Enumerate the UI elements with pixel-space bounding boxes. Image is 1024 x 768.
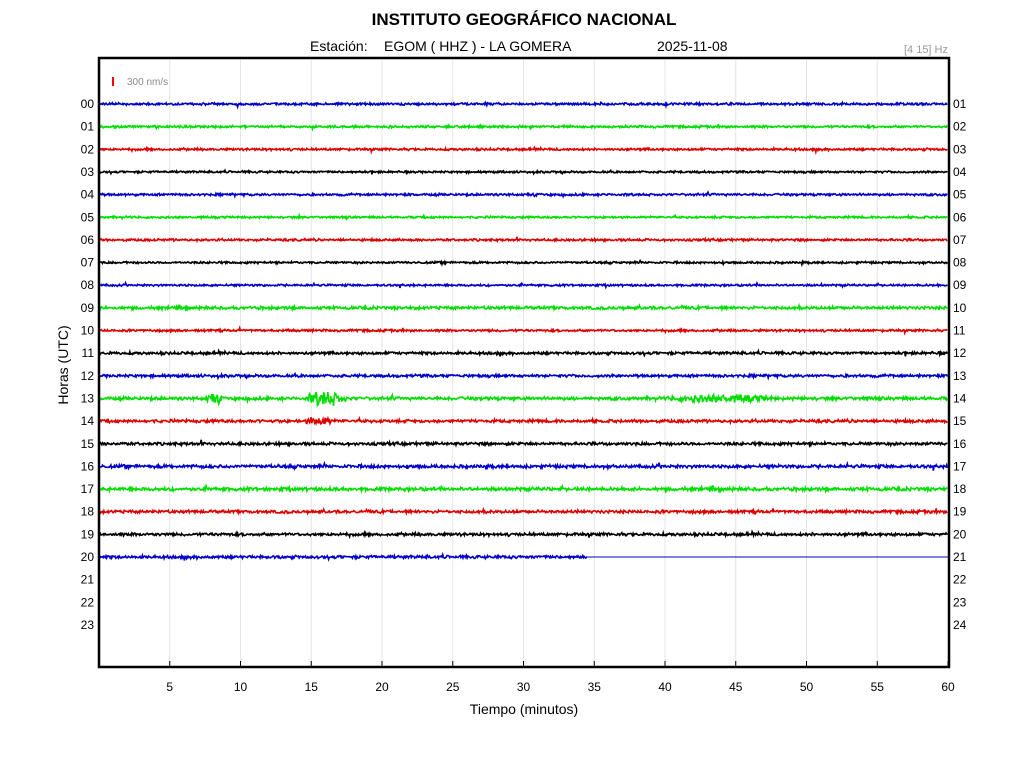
trace-hour-05 [98,212,948,221]
hour-label-right: 23 [953,595,967,609]
hour-label-left: 23 [81,618,95,632]
hour-label-left: 14 [81,414,95,428]
x-tick-label: 15 [305,680,319,694]
x-tick-label: 35 [588,680,602,694]
trace-hour-19 [98,529,949,540]
hour-label-right: 14 [953,391,967,405]
hour-label-left: 09 [81,301,95,315]
filter-band: [4 15] Hz [904,44,948,56]
x-tick-label: 20 [375,680,389,694]
trace-hour-13 [98,391,949,408]
hour-label-right: 03 [953,142,967,156]
hour-label-right: 05 [953,188,967,202]
trace-hour-02 [98,145,948,156]
trace-hour-08 [98,280,948,290]
trace-hour-10 [98,325,948,336]
trace-hour-11 [98,348,949,358]
hour-label-left: 12 [81,369,95,383]
trace-hour-18 [98,506,948,517]
left-hour-labels: 00 01 02 03 04 05 06 07 08 09 10 11 12 13 14 15 16 17 18 19… [81,97,95,632]
hour-label-left: 08 [81,278,95,292]
x-tick-label: 5 [166,680,173,694]
trace-hour-09 [98,302,948,313]
hour-label-right: 11 [953,324,966,338]
hour-label-right: 06 [953,210,967,224]
hour-label-right: 17 [953,459,967,473]
right-hour-labels: 01 02 03 04 05 06 07 08 09 10 11 12 13 14 15 16 17 18 19 20… [953,97,967,632]
hour-label-left: 16 [81,459,95,473]
hour-label-left: 07 [81,256,95,270]
hour-label-left: 02 [81,142,95,156]
trace-group [98,100,949,562]
hour-label-right: 18 [953,482,967,496]
hour-label-left: 18 [81,505,95,519]
hour-label-right: 22 [953,573,967,587]
x-tick-label: 25 [446,680,460,694]
hour-label-left: 13 [81,391,95,405]
trace-hour-17 [98,482,948,495]
hour-label-right: 04 [953,165,967,179]
hour-label-right: 19 [953,505,967,519]
hour-label-left: 17 [81,482,95,496]
x-tick-label: 10 [234,680,248,694]
station-name: EGOM ( HHZ ) - LA GOMERA [384,38,572,54]
hour-label-right: 10 [953,301,967,315]
x-tick-label: 40 [658,680,672,694]
x-tick-label: 50 [800,680,814,694]
hour-label-right: 01 [953,97,967,111]
x-axis-ticks: 5 10 15 20 25 30 35 40 45 50 55 60 [166,661,955,694]
hour-label-left: 06 [81,233,95,247]
x-tick-label: 45 [729,680,743,694]
trace-hour-20 [98,551,588,562]
hour-label-right: 02 [953,120,967,134]
trace-hour-16 [98,460,949,472]
trace-hour-14 [98,415,949,427]
hour-label-right: 08 [953,256,967,270]
trace-hour-06 [98,236,948,244]
station-prefix: Estación: [310,38,368,54]
hour-label-left: 19 [81,527,95,541]
trace-hour-12 [98,371,949,381]
scale-bar-label: 300 nm/s [127,77,168,88]
hour-label-left: 00 [81,97,95,111]
y-axis-label: Horas (UTC) [55,325,71,404]
hour-label-right: 12 [953,346,967,360]
hour-label-right: 21 [953,550,967,564]
hour-label-left: 01 [81,120,95,134]
hour-label-right: 24 [953,618,967,632]
hour-label-left: 10 [81,324,95,338]
hour-label-right: 13 [953,369,967,383]
hour-label-right: 16 [953,437,967,451]
trace-hour-00 [98,100,948,110]
trace-hour-03 [98,168,948,176]
hour-label-right: 09 [953,278,967,292]
hour-label-right: 20 [953,527,967,541]
hour-label-left: 03 [81,165,95,179]
x-axis-label: Tiempo (minutos) [470,701,578,717]
hour-label-left: 20 [81,550,95,564]
hour-label-left: 11 [82,346,95,360]
trace-hour-01 [98,123,949,132]
x-tick-label: 60 [941,680,955,694]
trace-hour-15 [98,439,948,449]
hour-label-left: 22 [81,595,95,609]
hour-label-right: 07 [953,233,967,247]
chart-title: INSTITUTO GEOGRÁFICO NACIONAL [372,10,677,29]
recording-date: 2025-11-08 [657,38,728,54]
x-tick-label: 55 [871,680,885,694]
x-tick-label: 30 [517,680,531,694]
hour-label-left: 04 [81,188,95,202]
hour-label-left: 15 [81,437,95,451]
amplitude-scale-bar: 300 nm/s [112,77,168,88]
hour-label-left: 21 [81,573,95,587]
hour-label-left: 05 [81,210,95,224]
trace-hour-07 [98,258,949,268]
hour-label-right: 15 [953,414,967,428]
grid-lines [169,60,878,665]
trace-hour-04 [98,190,948,199]
